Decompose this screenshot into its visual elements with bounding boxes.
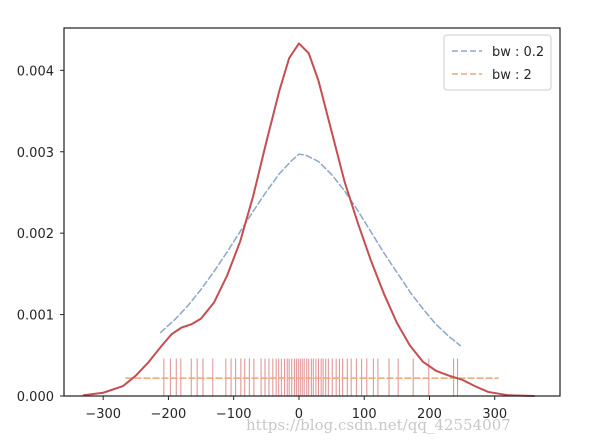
- y-axis: 0.000 0.001 0.002 0.003 0.004: [17, 64, 64, 405]
- watermark: https://blog.csdn.net/qq_42554007: [246, 416, 511, 434]
- legend: bw : 0.2 bw : 2: [443, 34, 552, 91]
- x-tick-label-0: −300: [85, 407, 121, 422]
- x-tick-label-2: −100: [216, 407, 252, 422]
- x-axis: −300 −200 −100 0 100 200 300: [85, 396, 507, 422]
- series-line-1: [159, 153, 461, 347]
- series-lines: [82, 42, 535, 397]
- legend-label-1: bw : 2: [492, 68, 532, 83]
- x-tick-label-1: −200: [151, 407, 187, 422]
- y-tick-label-4: 0.004: [17, 64, 54, 79]
- legend-box: [443, 34, 552, 91]
- series-line-0: [82, 42, 535, 397]
- plot-frame: [63, 27, 561, 397]
- x-tick-label-3: 0: [295, 407, 303, 422]
- y-tick-label-1: 0.001: [17, 309, 54, 324]
- y-tick-label-2: 0.002: [17, 227, 54, 242]
- x-tick-label-5: 200: [417, 407, 442, 422]
- y-tick-label-3: 0.003: [17, 146, 54, 161]
- x-tick-label-4: 100: [352, 407, 377, 422]
- rug-marks: [163, 358, 459, 396]
- y-tick-label-0: 0.000: [17, 390, 54, 405]
- x-tick-label-6: 300: [482, 407, 507, 422]
- legend-label-0: bw : 0.2: [492, 45, 544, 60]
